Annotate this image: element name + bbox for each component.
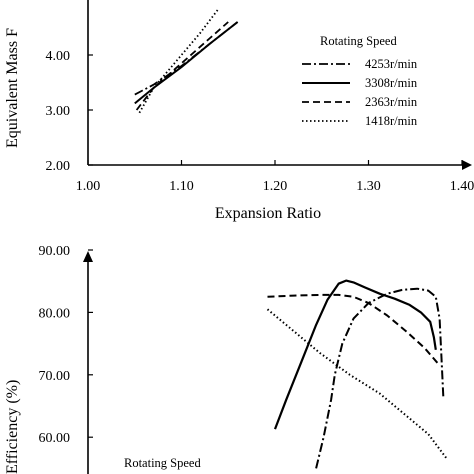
bottom-series-line-4253 bbox=[315, 287, 445, 469]
bottom-y-axis-label: Efficiency (%) bbox=[4, 380, 21, 474]
top-series-line-3308 bbox=[134, 21, 239, 105]
top-series-line-2363 bbox=[135, 21, 229, 111]
top-legend-label-4253: 4253r/min bbox=[365, 57, 418, 71]
top-legend-label-1418: 1418r/min bbox=[365, 114, 418, 128]
bottom-y-tick-label: 90.00 bbox=[39, 244, 71, 259]
top-x-axis-label: Expansion Ratio bbox=[215, 205, 321, 222]
top-x-axis-arrow bbox=[462, 160, 472, 170]
top-y-axis-label: Equivalent Mass F bbox=[4, 28, 21, 148]
bottom-series-line-3308 bbox=[273, 279, 437, 430]
top-series-line-1418 bbox=[138, 7, 220, 114]
bottom-series-line-2363 bbox=[267, 293, 441, 367]
top-legend-label-2363: 2363r/min bbox=[365, 95, 418, 109]
bottom-y-tick-label: 80.00 bbox=[39, 306, 71, 321]
top-y-tick-label: 4.00 bbox=[46, 49, 71, 64]
top-legend-label-3308: 3308r/min bbox=[365, 76, 418, 90]
top-x-tick-label: 1.00 bbox=[76, 179, 101, 194]
top-x-tick-label: 1.40 bbox=[450, 179, 474, 194]
bottom-y-tick-label: 70.00 bbox=[39, 369, 71, 384]
bottom-y-tick-label: 60.00 bbox=[39, 431, 71, 446]
top-legend: Rotating Speed 4253r/min 3308r/min 2363r/m… bbox=[302, 34, 418, 128]
top-x-tick-label: 1.10 bbox=[169, 179, 194, 194]
bottom-y-axis-arrow bbox=[83, 251, 93, 262]
top-legend-title: Rotating Speed bbox=[320, 34, 397, 48]
bottom-legend-title: Rotating Speed bbox=[124, 456, 201, 470]
top-x-tick-label: 1.20 bbox=[263, 179, 288, 194]
top-y-tick-label: 3.00 bbox=[46, 104, 71, 119]
bottom-chart: 60.00 70.00 80.00 90.00 Efficiency (%) Rota… bbox=[4, 244, 448, 474]
bottom-series-line-1418 bbox=[266, 308, 448, 460]
top-x-tick-label: 1.30 bbox=[356, 179, 381, 194]
top-y-tick-label: 2.00 bbox=[46, 159, 71, 174]
top-chart: 1.00 1.10 1.20 1.30 1.40 2.00 3.00 4.00 Expansi… bbox=[4, 0, 474, 222]
